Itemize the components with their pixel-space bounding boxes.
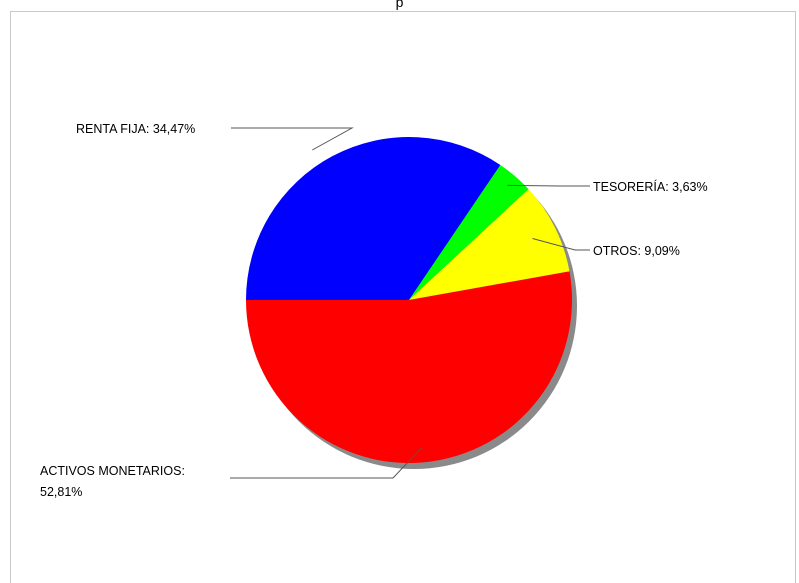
- pie-slice-2: [409, 189, 570, 300]
- slice-label-2: OTROS: 9,09%: [593, 244, 680, 258]
- leader-line-2: [532, 237, 590, 251]
- pie-slice-0: [246, 136, 501, 300]
- slice-label-0: RENTA FIJA: 34,47%: [76, 122, 195, 136]
- leader-lines: [230, 127, 590, 479]
- chart-title-fragment: p: [395, 0, 404, 10]
- pie-slice-3: [246, 271, 572, 464]
- leader-line-1: [507, 184, 590, 187]
- chart-frame: [10, 11, 796, 583]
- pie-slices: [246, 136, 572, 464]
- slice-label-1: TESORERÍA: 3,63%: [593, 179, 708, 194]
- pie-slice-1: [409, 165, 529, 300]
- slice-label-3-line-0: ACTIVOS MONETARIOS:: [40, 464, 185, 478]
- slice-label-3-line-1: 52,81%: [40, 485, 82, 499]
- leader-line-0: [231, 127, 354, 151]
- leader-line-3: [230, 447, 423, 479]
- slice-labels: RENTA FIJA: 34,47% TESORERÍA: 3,63% OTROS:…: [40, 122, 708, 499]
